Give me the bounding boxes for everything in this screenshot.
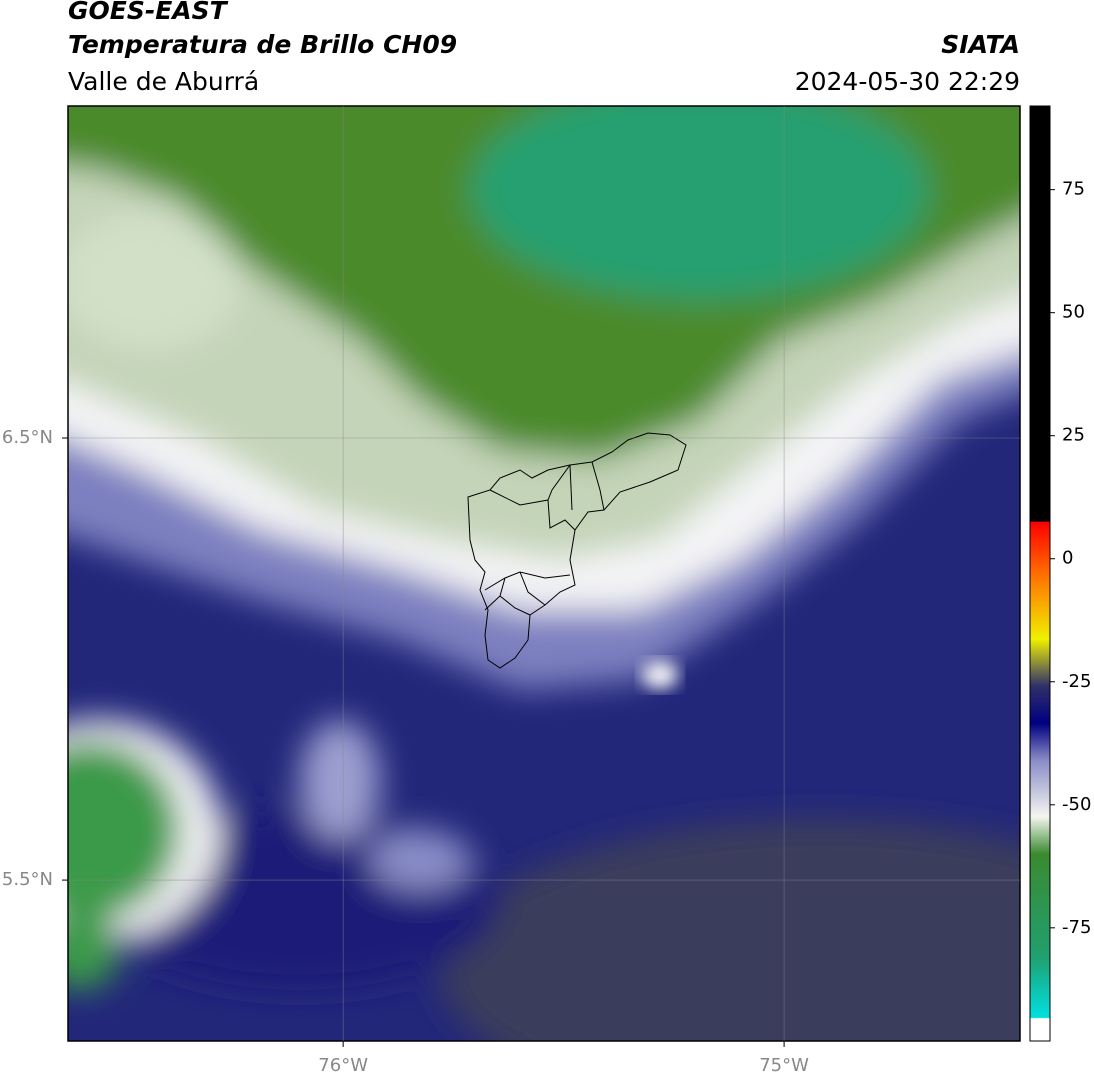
- subtitle: Temperatura de Brillo CH09: [68, 30, 457, 59]
- brightness-field: [68, 106, 1020, 1041]
- colorbar-tick-label: -50: [1062, 794, 1091, 815]
- colorbar-tick-label: 75: [1062, 179, 1085, 200]
- source: SIATA: [941, 30, 1020, 59]
- x-tick-label: 76°W: [318, 1055, 368, 1076]
- colorbar-tick-label: 25: [1062, 425, 1085, 446]
- region: Valle de Aburrá: [68, 67, 259, 96]
- y-tick-label: 6.5°N: [2, 427, 53, 448]
- colorbar: [1029, 105, 1051, 1042]
- map-frame: [67, 105, 1021, 1042]
- colorbar-tick-label: 50: [1062, 302, 1085, 323]
- y-tick-label: 5.5°N: [2, 869, 53, 890]
- title: GOES-EAST: [68, 0, 229, 25]
- colorbar-tick-label: 0: [1062, 548, 1073, 569]
- colorbar-tick-label: -25: [1062, 671, 1091, 692]
- timestamp: 2024-05-30 22:29: [795, 67, 1020, 96]
- municipal-boundaries: [467, 432, 687, 669]
- colorbar-tick-label: -75: [1062, 917, 1091, 938]
- x-tick-label: 75°W: [759, 1055, 809, 1076]
